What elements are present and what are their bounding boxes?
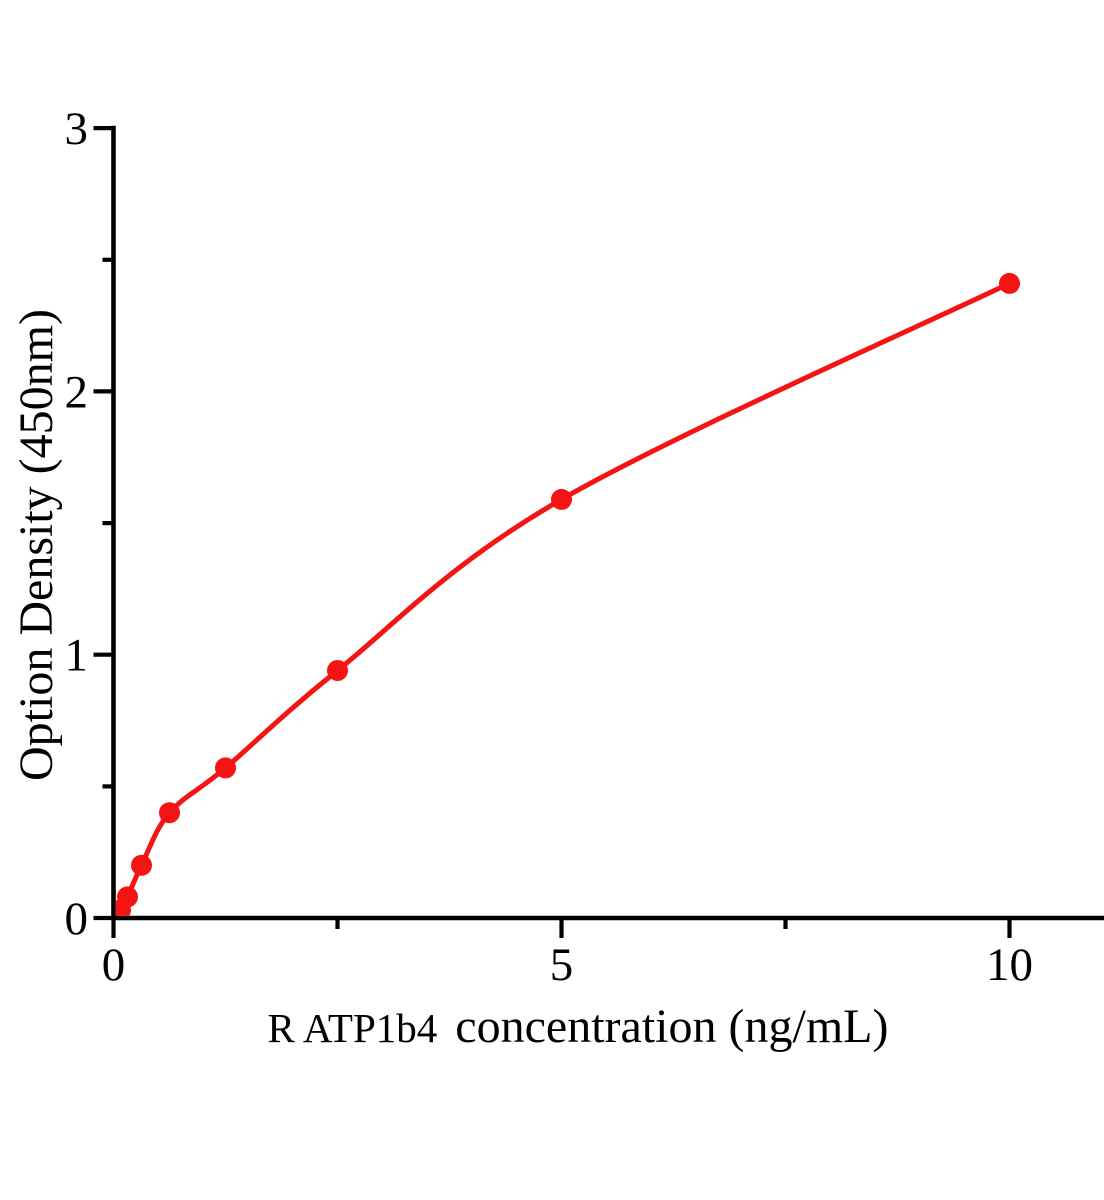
data-point [551,488,572,510]
axis-tick-labels: 0 5 10 0 1 2 3 [65,103,1034,991]
x-axis-title-main: concentration (ng/mL) [455,1000,888,1053]
data-point [159,802,180,824]
y-axis-tick-label: 3 [65,103,89,155]
y-axis-tick-label: 2 [65,366,89,418]
data-point [327,660,348,681]
axes [111,125,1104,921]
y-axis-tick-label: 1 [65,630,89,682]
x-axis-title-prefix: R ATP1b4 [268,1005,438,1051]
data-layer [115,272,1020,916]
x-axis-tick-label: 5 [550,939,574,991]
fit-curve [115,280,1012,916]
data-point [215,757,236,779]
data-point [117,886,138,908]
axis-ticks [93,126,1012,938]
x-axis-title: R ATP1b4 concentration (ng/mL) [268,1000,889,1053]
data-point [131,854,152,876]
x-axis-tick-label: 10 [986,939,1033,991]
data-point [999,272,1020,294]
y-axis-title: Option Density (450nm) [10,309,63,781]
x-axis-tick-label: 0 [102,939,126,991]
y-axis-tick-label: 0 [65,893,89,945]
